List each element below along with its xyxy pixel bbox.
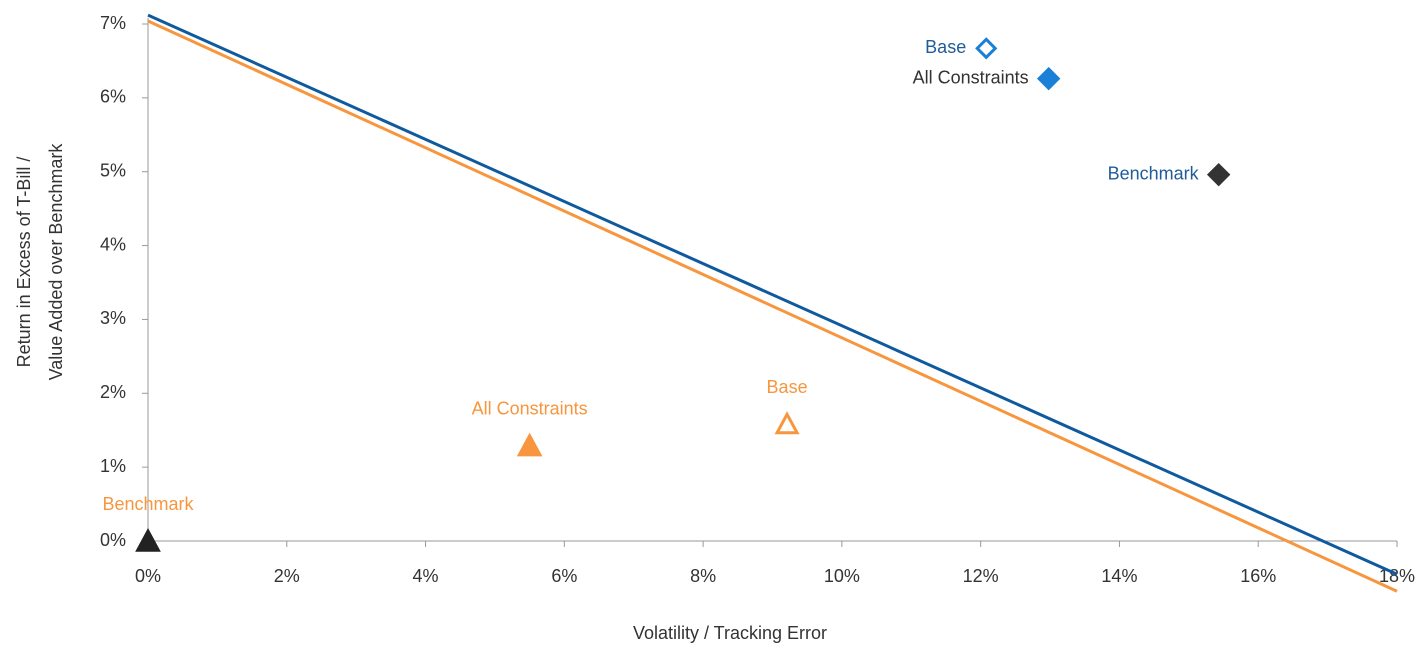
- x-tick-label: 4%: [413, 566, 439, 586]
- triangle-marker: [135, 527, 161, 552]
- x-tick-label: 10%: [824, 566, 860, 586]
- y-tick-label: 5%: [100, 160, 126, 180]
- x-tick-label: 0%: [135, 566, 161, 586]
- y-tick-label: 6%: [100, 87, 126, 107]
- x-axis-title: Volatility / Tracking Error: [633, 623, 827, 643]
- point-label: Benchmark: [102, 494, 194, 514]
- x-tick-label: 8%: [690, 566, 716, 586]
- y-axis-title: Value Added over Benchmark: [46, 143, 66, 381]
- line: [147, 13, 1398, 576]
- y-tick-label: 1%: [100, 456, 126, 476]
- point-label: Benchmark: [1108, 163, 1200, 183]
- x-tick-label: 6%: [551, 566, 577, 586]
- point-label: All Constraints: [472, 398, 588, 418]
- x-tick-label: 2%: [274, 566, 300, 586]
- point-label: Base: [767, 377, 808, 397]
- y-axis-title: Return in Excess of T-Bill /: [14, 157, 34, 368]
- point-label: Base: [925, 37, 966, 57]
- diamond-marker: [1206, 162, 1231, 187]
- x-tick-label: 12%: [963, 566, 999, 586]
- y-tick-label: 2%: [100, 382, 126, 402]
- y-tick-label: 3%: [100, 308, 126, 328]
- triangle-marker: [774, 411, 800, 435]
- y-tick-label: 7%: [100, 13, 126, 33]
- x-tick-label: 14%: [1101, 566, 1137, 586]
- y-tick-label: 4%: [100, 234, 126, 254]
- x-tick-label: 16%: [1240, 566, 1276, 586]
- y-tick-label: 0%: [100, 530, 126, 550]
- point-label: All Constraints: [913, 67, 1029, 87]
- diamond-marker: [1036, 66, 1061, 91]
- triangle-marker: [516, 432, 543, 457]
- line: [147, 19, 1398, 593]
- diamond-marker: [975, 37, 998, 60]
